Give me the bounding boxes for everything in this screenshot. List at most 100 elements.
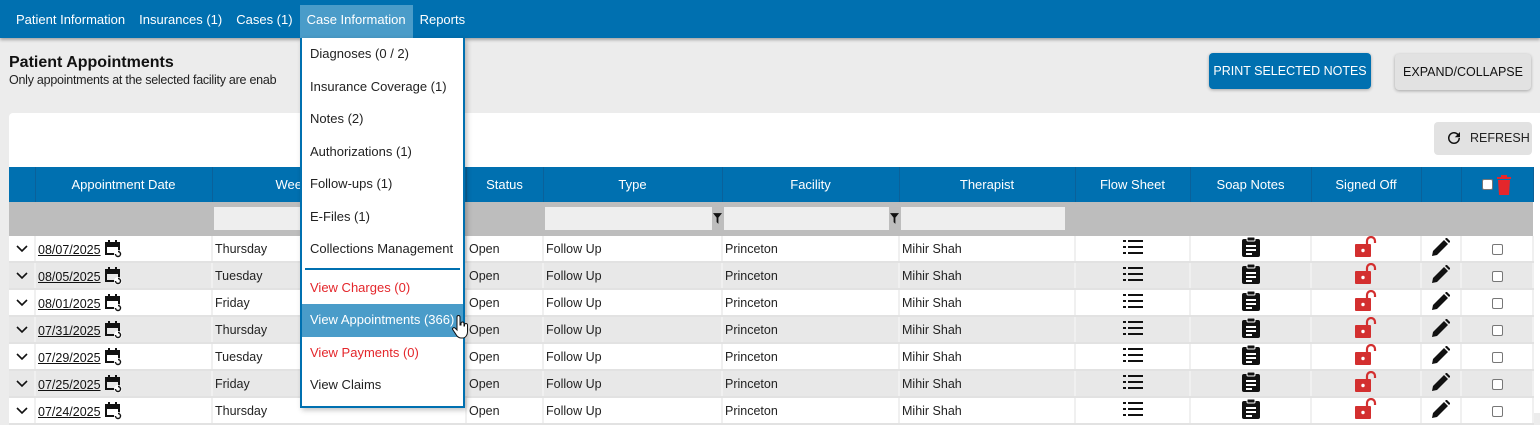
menu-item-view-appointments[interactable]: View Appointments (366) [302, 304, 463, 337]
appointment-date-link[interactable]: 08/07/2025 [38, 242, 101, 257]
clipboard-icon[interactable] [1241, 317, 1260, 338]
clipboard-icon[interactable] [1241, 344, 1260, 365]
list-icon[interactable] [1122, 401, 1143, 417]
pencil-icon[interactable] [1432, 345, 1451, 364]
list-icon[interactable] [1122, 374, 1143, 390]
nav-item-insurances[interactable]: Insurances (1) [139, 12, 223, 27]
column-header-appointment-date[interactable]: Appointment Date [35, 167, 213, 202]
pencil-icon[interactable] [1432, 318, 1451, 337]
list-icon[interactable] [1122, 239, 1143, 255]
row-select-checkbox[interactable] [1491, 243, 1503, 255]
funnel-icon[interactable] [890, 213, 899, 224]
list-icon[interactable] [1122, 293, 1143, 309]
calendar-refresh-icon[interactable] [104, 347, 123, 366]
column-header-col11[interactable] [1461, 167, 1534, 202]
menu-item-e-files[interactable]: E-Files (1) [310, 208, 370, 224]
list-icon[interactable] [1122, 347, 1143, 363]
lock-open-icon[interactable] [1355, 236, 1377, 258]
page-subtitle: Only appointments at the selected facili… [9, 73, 277, 87]
select-all-checkbox[interactable] [1481, 179, 1493, 190]
lock-open-icon[interactable] [1355, 316, 1377, 339]
type-filter-input[interactable] [545, 207, 712, 230]
lock-open-icon[interactable] [1355, 343, 1377, 366]
facility-cell: Princeton [722, 289, 900, 317]
column-header-therapist[interactable]: Therapist [899, 167, 1076, 202]
appointment-date-link[interactable]: 07/24/2025 [38, 404, 101, 419]
type-cell: Follow Up [543, 289, 723, 317]
column-header-signed-off[interactable]: Signed Off [1311, 167, 1422, 202]
menu-divider [305, 267, 460, 270]
nav-item-reports[interactable]: Reports [419, 12, 466, 27]
pencil-icon[interactable] [1432, 237, 1451, 256]
menu-item-view-payments[interactable]: View Payments (0) [310, 344, 419, 360]
calendar-refresh-icon[interactable] [104, 401, 123, 420]
menu-item-collections-management[interactable]: Collections Management [310, 241, 454, 256]
list-icon[interactable] [1122, 266, 1143, 282]
column-header-soap-notes[interactable]: Soap Notes [1190, 167, 1312, 202]
chevron-down-icon[interactable] [15, 352, 28, 361]
calendar-refresh-icon[interactable] [104, 293, 123, 312]
menu-item-view-claims[interactable]: View Claims [310, 377, 382, 392]
funnel-icon[interactable] [713, 213, 722, 224]
column-header-col0[interactable] [9, 167, 36, 202]
lock-open-icon[interactable] [1355, 397, 1377, 420]
refresh-button[interactable]: REFRESH [1434, 122, 1532, 155]
row-select-checkbox[interactable] [1491, 270, 1503, 282]
clipboard-icon[interactable] [1241, 236, 1260, 257]
chevron-down-icon[interactable] [15, 379, 28, 388]
chevron-down-icon[interactable] [15, 406, 28, 415]
chevron-down-icon[interactable] [15, 244, 28, 253]
print-selected-notes-button[interactable]: PRINT SELECTED NOTES [1209, 53, 1371, 89]
therapist-cell: Mihir Shah [899, 289, 1076, 317]
facility-filter-input[interactable] [724, 207, 889, 230]
calendar-refresh-icon[interactable] [104, 320, 123, 339]
clipboard-icon[interactable] [1241, 371, 1260, 392]
therapist-filter-input[interactable] [901, 207, 1065, 230]
appointment-date-link[interactable]: 07/29/2025 [38, 350, 101, 365]
lock-open-icon[interactable] [1355, 262, 1377, 285]
appointment-date-link[interactable]: 08/01/2025 [38, 296, 101, 311]
trash-icon[interactable] [1496, 174, 1512, 195]
list-icon[interactable] [1122, 320, 1143, 336]
row-select-checkbox[interactable] [1491, 324, 1503, 336]
clipboard-icon[interactable] [1241, 263, 1260, 284]
lock-open-icon[interactable] [1355, 370, 1377, 393]
row-select-checkbox[interactable] [1491, 297, 1503, 309]
pencil-icon[interactable] [1432, 264, 1451, 283]
clipboard-icon[interactable] [1241, 290, 1260, 311]
appointment-date-link[interactable]: 07/25/2025 [38, 377, 101, 392]
column-header-col10[interactable] [1421, 167, 1462, 202]
column-header-flow-sheet[interactable]: Flow Sheet [1075, 167, 1191, 202]
row-select-checkbox[interactable] [1491, 405, 1503, 417]
clipboard-icon[interactable] [1241, 398, 1260, 419]
column-header-type[interactable]: Type [543, 167, 723, 202]
pencil-icon[interactable] [1432, 291, 1451, 310]
menu-item-authorizations[interactable]: Authorizations (1) [310, 143, 412, 159]
chevron-down-icon[interactable] [15, 325, 28, 334]
nav-item-case-information[interactable]: Case Information [299, 5, 413, 38]
type-cell: Follow Up [543, 316, 723, 344]
expand-collapse-button[interactable]: EXPAND/COLLAPSE [1395, 54, 1531, 90]
lock-open-icon[interactable] [1355, 289, 1377, 312]
calendar-refresh-icon[interactable] [104, 266, 123, 285]
row-select-checkbox[interactable] [1491, 351, 1503, 363]
menu-item-follow-ups[interactable]: Follow-ups (1) [310, 176, 393, 191]
pencil-icon[interactable] [1432, 399, 1451, 418]
column-header-status[interactable]: Status [466, 167, 544, 202]
chevron-down-icon[interactable] [15, 298, 28, 307]
column-header-facility[interactable]: Facility [722, 167, 900, 202]
calendar-refresh-icon[interactable] [104, 239, 123, 258]
menu-item-view-charges[interactable]: View Charges (0) [310, 279, 411, 295]
menu-item-insurance-coverage[interactable]: Insurance Coverage (1) [310, 78, 447, 94]
menu-item-notes[interactable]: Notes (2) [310, 111, 364, 126]
row-select-checkbox[interactable] [1491, 378, 1503, 390]
calendar-refresh-icon[interactable] [104, 374, 123, 393]
nav-item-patient-information[interactable]: Patient Information [16, 12, 126, 27]
chevron-down-icon[interactable] [15, 271, 28, 280]
menu-item-diagnoses[interactable]: Diagnoses (0 / 2) [310, 46, 409, 61]
pencil-icon[interactable] [1432, 372, 1451, 391]
appointment-date-link[interactable]: 07/31/2025 [38, 323, 101, 338]
type-cell: Follow Up [543, 397, 723, 425]
nav-item-cases[interactable]: Cases (1) [236, 12, 293, 27]
appointment-date-link[interactable]: 08/05/2025 [38, 269, 101, 284]
